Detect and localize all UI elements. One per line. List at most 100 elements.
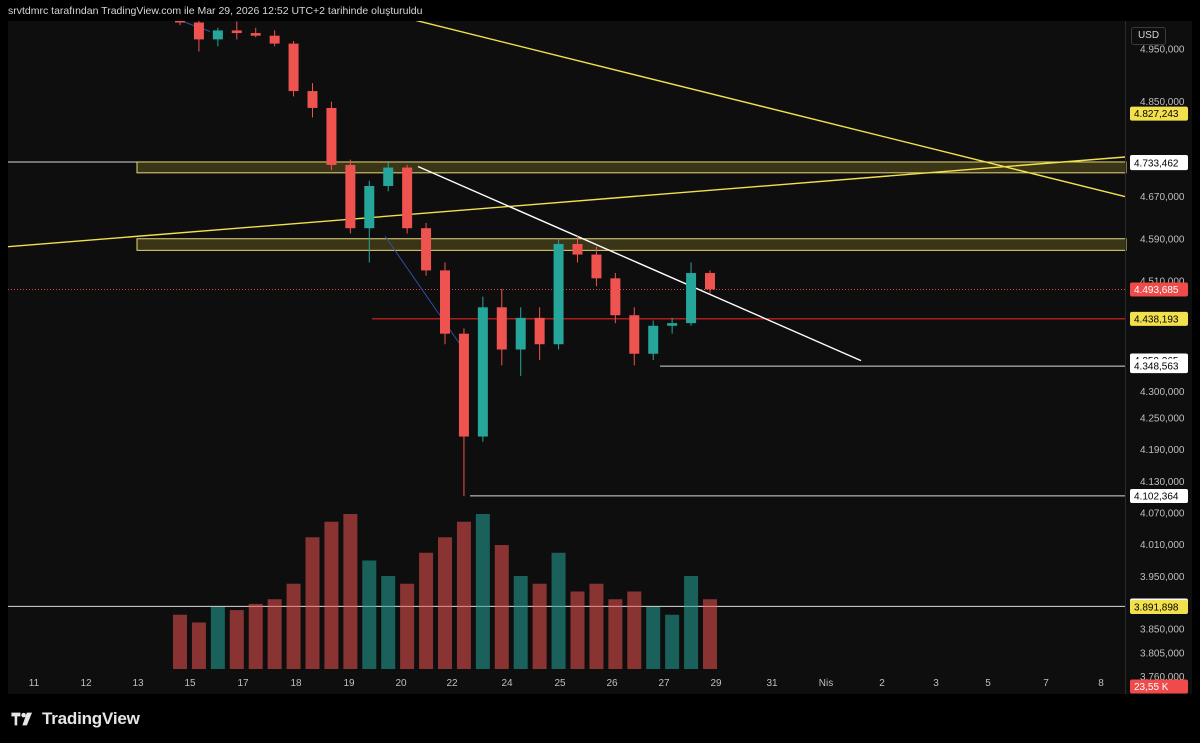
support-zone[interactable]: [136, 238, 1127, 251]
candle-body[interactable]: [193, 22, 204, 40]
x-tick-label: 24: [501, 678, 513, 689]
y-tick-label: 4.300,000: [1140, 387, 1185, 398]
yellow-trendline-up[interactable]: [8, 156, 1126, 248]
price-tag[interactable]: [1130, 599, 1188, 614]
price-tag[interactable]: [1130, 156, 1188, 171]
volume-bar: [229, 610, 244, 669]
price-tag-label: 4.827,243: [1134, 109, 1179, 120]
volume-bar: [343, 514, 358, 669]
price-tag[interactable]: [1130, 359, 1188, 374]
price-tag-label: 4.493,685: [1134, 285, 1179, 296]
chart-canvas[interactable]: 4.950,000 4.850,000 4.670,000 4.590,000 4.51…: [8, 21, 1192, 694]
currency-button[interactable]: USD: [1131, 27, 1166, 45]
x-tick-label: 22: [446, 678, 458, 689]
candle-body[interactable]: [383, 167, 394, 187]
volume-bar: [703, 599, 717, 669]
volume-bar: [513, 576, 528, 669]
x-tick-label: 27: [658, 678, 670, 689]
y-tick-label: 3.805,000: [1140, 648, 1185, 659]
price-tag-label: 23,55 K: [1134, 682, 1169, 693]
volume-bar: [173, 614, 187, 669]
volume-bar: [400, 583, 415, 669]
volume-bar: [570, 591, 585, 669]
x-tick-label: 8: [1098, 678, 1104, 689]
candle-body[interactable]: [326, 107, 337, 165]
candle-body[interactable]: [667, 323, 678, 326]
volume-bar: [627, 591, 642, 669]
x-tick-label: 19: [343, 678, 355, 689]
volume-bar: [267, 599, 282, 669]
y-tick-label: 4.670,000: [1140, 192, 1185, 203]
x-tick-label: 7: [1043, 678, 1049, 689]
candle-body[interactable]: [440, 270, 450, 334]
candle-body[interactable]: [231, 30, 242, 34]
x-tick-label: 25: [554, 678, 566, 689]
volume-bar: [191, 622, 206, 669]
price-tag[interactable]: [1130, 106, 1188, 121]
tradingview-icon: [11, 712, 32, 726]
candle-body[interactable]: [402, 167, 413, 229]
candle-body[interactable]: [591, 254, 602, 279]
candle-body[interactable]: [629, 315, 640, 354]
candle-body[interactable]: [307, 91, 318, 108]
white-trendline[interactable]: [417, 165, 862, 362]
volume-bar: [608, 599, 623, 669]
candle-body[interactable]: [364, 186, 375, 229]
candle-body[interactable]: [648, 325, 659, 354]
volume-bar: [551, 552, 566, 669]
volume-bar: [305, 537, 320, 669]
candle-body[interactable]: [477, 307, 488, 437]
volume-bar: [286, 583, 301, 669]
price-tag[interactable]: [1130, 282, 1188, 297]
x-tick-label: 13: [132, 678, 144, 689]
candle-body[interactable]: [212, 30, 223, 40]
price-tag-label: 3.891,898: [1134, 602, 1179, 613]
footer: TradingView: [0, 694, 1200, 743]
candle-body[interactable]: [269, 35, 280, 44]
chart-area[interactable]: 4.950,000 4.850,000 4.670,000 4.590,000 4.51…: [8, 21, 1192, 694]
candle-body[interactable]: [515, 317, 526, 350]
tradingview-logo[interactable]: TradingView: [10, 709, 140, 729]
price-tag-label: 4.438,193: [1134, 314, 1179, 325]
y-tick-label: 3.950,000: [1140, 572, 1185, 583]
volume-bar: [210, 607, 225, 669]
y-tick-label: 4.950,000: [1140, 44, 1185, 55]
candle-body[interactable]: [705, 273, 715, 290]
yellow-trendline-down[interactable]: [350, 21, 1126, 198]
candle-body[interactable]: [288, 43, 299, 92]
price-tag[interactable]: [1130, 311, 1188, 326]
volume-bar: [419, 552, 434, 669]
candle-body[interactable]: [421, 228, 432, 271]
volume-bar: [324, 521, 339, 669]
candle-body[interactable]: [610, 278, 621, 316]
price-tag-label: 4.733,462: [1134, 159, 1179, 170]
candle-body[interactable]: [250, 33, 261, 36]
candle-body[interactable]: [553, 244, 564, 345]
volume-bar: [362, 560, 377, 669]
candle-body[interactable]: [175, 21, 185, 23]
resistance-zone[interactable]: [136, 161, 1127, 174]
candle-body[interactable]: [686, 273, 697, 324]
x-tick-label: Nis: [819, 678, 833, 689]
candle-body[interactable]: [496, 307, 507, 350]
y-tick-label: 4.850,000: [1140, 97, 1185, 108]
price-tag[interactable]: [1130, 488, 1188, 503]
x-tick-label: 3: [933, 678, 939, 689]
price-tag-label: 4.102,364: [1134, 491, 1179, 502]
x-tick-label: 26: [606, 678, 618, 689]
candle-body[interactable]: [458, 333, 469, 437]
volume-bar: [494, 545, 509, 669]
x-tick-label: 20: [395, 678, 407, 689]
price-tag[interactable]: [1130, 679, 1188, 694]
y-tick-label: 4.010,000: [1140, 540, 1185, 551]
candle-body[interactable]: [534, 317, 545, 345]
price-tag-label: 4.348,563: [1134, 362, 1179, 373]
x-tick-label: 2: [879, 678, 885, 689]
candle-body[interactable]: [572, 244, 583, 255]
x-tick-label: 18: [290, 678, 302, 689]
y-tick-label: 3.850,000: [1140, 625, 1185, 636]
y-tick-label: 4.070,000: [1140, 509, 1185, 520]
candle-body[interactable]: [345, 164, 356, 229]
x-tick-label: 11: [29, 678, 40, 689]
